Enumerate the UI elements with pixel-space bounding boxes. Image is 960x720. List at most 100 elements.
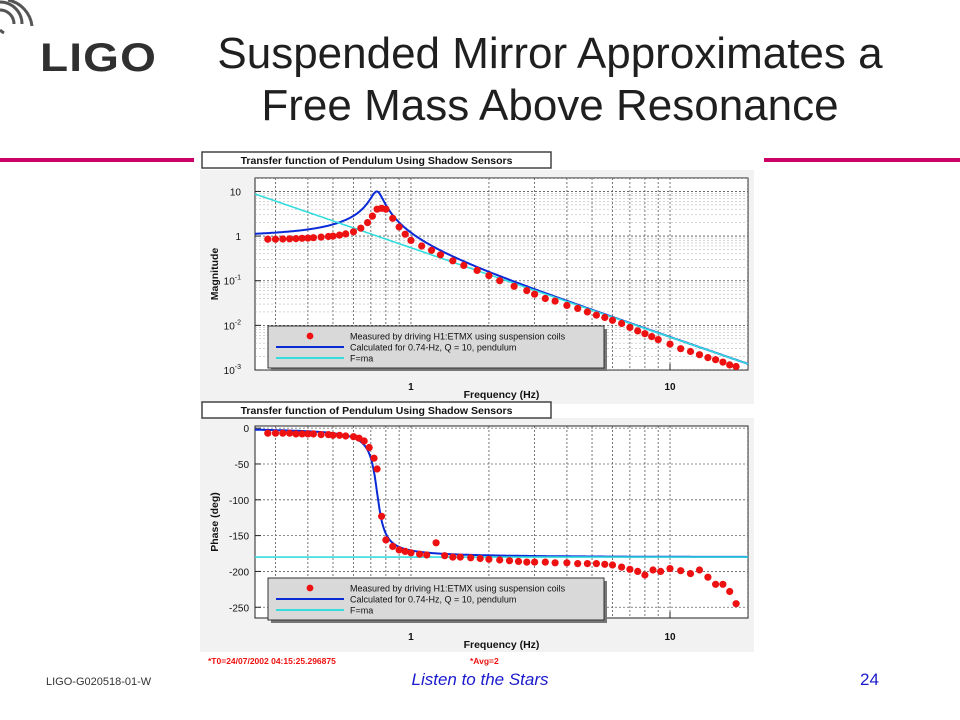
- measured-point: [592, 560, 601, 568]
- slide-title-line-1: Suspended Mirror Approximates a: [217, 29, 883, 78]
- measured-point: [608, 561, 617, 569]
- measured-point: [407, 236, 415, 244]
- y-tick-label: 10-1: [224, 275, 241, 288]
- measured-point: [389, 214, 397, 222]
- measured-point: [264, 235, 272, 243]
- measured-point: [563, 559, 571, 567]
- measured-point: [342, 432, 350, 440]
- measured-point: [686, 570, 695, 578]
- measured-point: [416, 550, 424, 558]
- tagline: Listen to the Stars: [411, 670, 549, 689]
- measured-point: [514, 557, 523, 566]
- y-tick-label: -250: [229, 603, 249, 614]
- measured-point: [712, 580, 720, 588]
- measured-point: [298, 234, 306, 242]
- measured-point: [704, 354, 712, 362]
- legend-label: Measured by driving H1:ETMX using suspen…: [350, 332, 566, 342]
- phase-chart: Transfer function of Pendulum Using Shad…: [201, 401, 749, 666]
- x-tick-label: 10: [664, 382, 676, 393]
- x-axis-label: Frequency (Hz): [464, 639, 540, 651]
- y-axis-label: Magnitude: [209, 248, 221, 301]
- measured-point: [317, 233, 325, 241]
- measured-point: [563, 301, 571, 309]
- y-tick-label: -50: [235, 460, 250, 471]
- measured-point: [456, 553, 464, 561]
- measured-point: [364, 219, 372, 227]
- measured-point: [485, 272, 493, 280]
- measured-point: [551, 297, 559, 305]
- measured-point: [592, 311, 601, 319]
- chart-annotation: *T0=24/07/2002 04:15:25.296875: [208, 656, 336, 666]
- y-tick-label: -150: [229, 532, 249, 543]
- measured-point: [441, 552, 449, 560]
- measured-point: [505, 557, 514, 565]
- legend-marker-points: [306, 332, 314, 340]
- measured-point: [626, 323, 634, 331]
- measured-point: [449, 257, 457, 265]
- measured-point: [695, 351, 704, 359]
- measured-point: [551, 559, 559, 567]
- measured-point: [666, 565, 674, 573]
- measured-point: [349, 228, 358, 236]
- page-number: 24: [860, 670, 879, 689]
- accent-rule-left: [0, 158, 194, 162]
- measured-point: [389, 542, 397, 551]
- measured-point: [271, 429, 280, 437]
- measured-point: [382, 205, 390, 213]
- legend-label: Measured by driving H1:ETMX using suspen…: [350, 584, 566, 594]
- measured-point: [395, 223, 403, 231]
- measured-point: [583, 308, 592, 316]
- measured-point: [309, 430, 317, 438]
- measured-point: [264, 429, 272, 437]
- x-tick-label: 10: [664, 632, 676, 643]
- measured-point: [654, 336, 662, 344]
- measured-point: [496, 277, 504, 285]
- chart-title-box: [201, 401, 552, 419]
- measured-point: [648, 333, 656, 341]
- measured-point: [335, 431, 344, 439]
- measured-point: [476, 554, 484, 563]
- legend-label: Calculated for 0.74-Hz, Q = 10, pendulum: [350, 595, 516, 605]
- measured-point: [286, 429, 294, 437]
- measured-point: [641, 571, 649, 579]
- measured-point: [541, 558, 549, 566]
- measured-point: [583, 560, 592, 568]
- measured-point: [732, 600, 740, 608]
- measured-point: [286, 235, 294, 243]
- measured-point: [304, 430, 312, 438]
- measured-point: [523, 287, 531, 295]
- measured-point: [357, 224, 365, 232]
- measured-point: [523, 558, 531, 566]
- measured-point: [467, 554, 475, 562]
- measured-point: [279, 235, 287, 243]
- accent-rule-right: [764, 158, 960, 162]
- measured-point: [574, 560, 582, 568]
- measured-point: [485, 555, 493, 563]
- chart-title: Transfer function of Pendulum Using Shad…: [241, 155, 513, 167]
- measured-point: [395, 546, 403, 554]
- measured-point: [317, 431, 325, 439]
- measured-point: [292, 235, 300, 243]
- x-tick-label: 1: [408, 632, 414, 643]
- measured-point: [401, 230, 409, 238]
- measured-point: [329, 232, 337, 240]
- measured-point: [704, 573, 712, 581]
- slide-title-line-2: Free Mass Above Resonance: [261, 81, 839, 130]
- logo-arcs-icon: [0, 0, 34, 35]
- y-tick-label: 10: [230, 187, 242, 198]
- legend-label: Calculated for 0.74-Hz, Q = 10, pendulum: [350, 343, 516, 353]
- measured-point: [418, 242, 426, 250]
- measured-point: [732, 362, 740, 370]
- measured-point: [666, 340, 674, 348]
- measured-point: [349, 433, 358, 441]
- measured-point: [634, 567, 642, 576]
- measured-point: [719, 358, 727, 366]
- measured-point: [342, 230, 350, 238]
- measured-point: [686, 347, 695, 356]
- legend-label: F=ma: [350, 606, 373, 616]
- x-axis-label: Frequency (Hz): [464, 389, 540, 401]
- measured-point: [473, 266, 481, 274]
- measured-point: [370, 454, 378, 462]
